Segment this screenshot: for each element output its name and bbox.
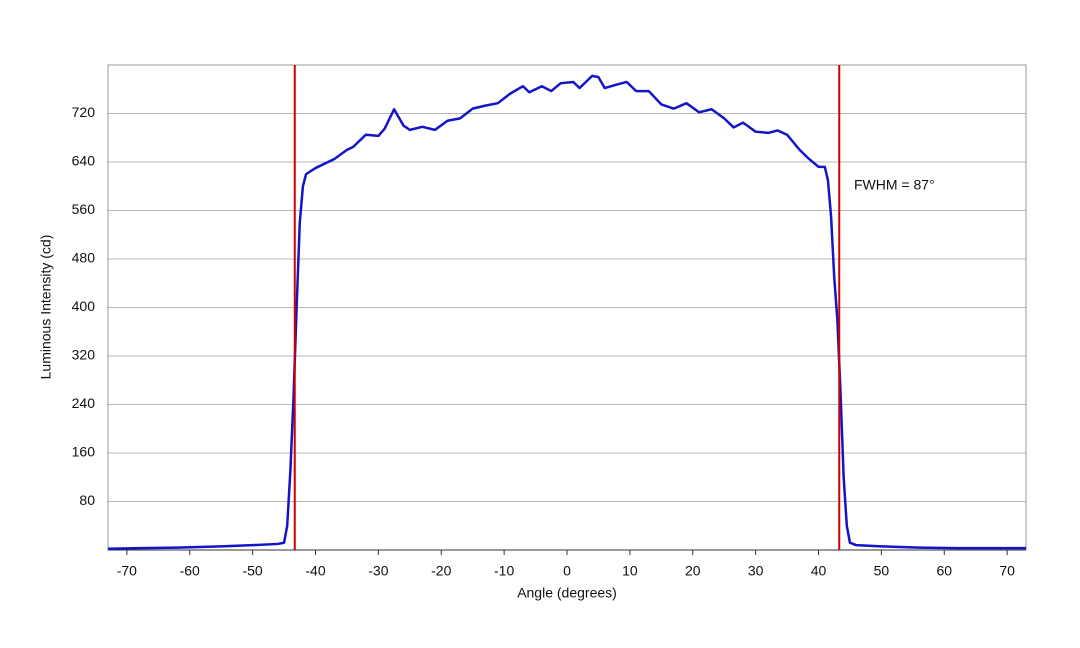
y-tick-label: 320 (72, 347, 96, 363)
y-tick-label: 720 (72, 104, 96, 120)
y-axis-title: Luminous Intensity (cd) (38, 235, 54, 380)
x-tick-label: 0 (563, 563, 571, 579)
y-tick-label: 480 (72, 250, 96, 266)
x-tick-label: 30 (748, 563, 764, 579)
x-tick-label: 40 (811, 563, 827, 579)
x-tick-label: -20 (431, 563, 451, 579)
y-tick-label: 640 (72, 153, 96, 169)
x-tick-label: 60 (936, 563, 952, 579)
x-tick-label: -30 (368, 563, 388, 579)
x-tick-label: -70 (117, 563, 137, 579)
y-tick-label: 560 (72, 201, 96, 217)
y-tick-label: 80 (79, 492, 95, 508)
x-tick-label: -50 (242, 563, 262, 579)
x-tick-label: 20 (685, 563, 701, 579)
y-tick-label: 400 (72, 298, 96, 314)
annotation: FWHM = 87° (854, 177, 935, 193)
y-tick-label: 240 (72, 395, 96, 411)
data-line (107, 74, 1026, 551)
x-tick-label: 50 (874, 563, 890, 579)
x-tick-label: 70 (999, 563, 1015, 579)
x-tick-label: -40 (305, 563, 325, 579)
x-axis-title: Angle (degrees) (517, 585, 617, 601)
y-tick-label: 160 (72, 444, 96, 460)
x-tick-label: -60 (180, 563, 200, 579)
x-tick-label: -10 (494, 563, 514, 579)
x-tick-label: 10 (622, 563, 638, 579)
